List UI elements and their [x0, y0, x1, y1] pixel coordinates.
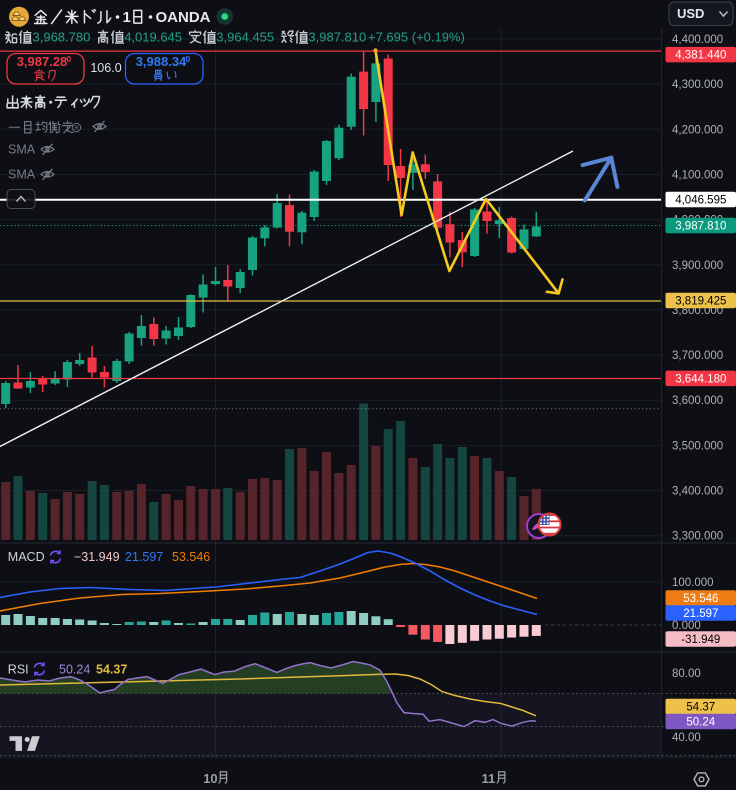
svg-text:0: 0: [186, 54, 191, 64]
svg-text:R: R: [74, 126, 79, 132]
svg-text:106.0: 106.0: [90, 61, 121, 75]
svg-text:MACD: MACD: [8, 550, 45, 564]
svg-text:54.37: 54.37: [686, 702, 715, 714]
svg-text:21.597: 21.597: [125, 550, 163, 564]
svg-text:3,987.810: 3,987.810: [675, 221, 726, 233]
svg-text:USD: USD: [677, 6, 704, 21]
svg-text:0.000: 0.000: [672, 620, 701, 632]
svg-text:54.37: 54.37: [96, 663, 127, 677]
svg-text:4,200.000: 4,200.000: [672, 124, 723, 136]
svg-text:11: 11: [482, 771, 496, 786]
svg-text:4,046.595: 4,046.595: [675, 195, 726, 207]
svg-text:4,300.000: 4,300.000: [672, 79, 723, 91]
svg-text:3,400.000: 3,400.000: [672, 486, 723, 498]
svg-text:53.546: 53.546: [683, 593, 718, 605]
svg-text:53.546: 53.546: [172, 550, 210, 564]
svg-text:50.24: 50.24: [686, 717, 715, 729]
svg-text:1: 1: [123, 9, 131, 26]
svg-text:4,381.440: 4,381.440: [675, 50, 726, 62]
svg-text:3,819.425: 3,819.425: [675, 296, 726, 308]
svg-text:3,600.000: 3,600.000: [672, 395, 723, 407]
svg-text:OANDA: OANDA: [156, 9, 211, 26]
svg-text:+7.695 (+0.19%): +7.695 (+0.19%): [368, 30, 465, 45]
svg-text:50.24: 50.24: [59, 663, 90, 677]
svg-text:3,987.28: 3,987.28: [17, 54, 68, 69]
svg-text:21.597: 21.597: [683, 608, 718, 620]
svg-text:3,964.455: 3,964.455: [216, 30, 274, 45]
svg-text:3,988.34: 3,988.34: [136, 54, 187, 69]
svg-text:3,700.000: 3,700.000: [672, 350, 723, 362]
svg-text:−31.949: −31.949: [74, 550, 120, 564]
svg-text:RSI: RSI: [8, 663, 29, 677]
svg-text:SMA: SMA: [8, 168, 36, 182]
svg-text:3,900.000: 3,900.000: [672, 260, 723, 272]
svg-text:4,100.000: 4,100.000: [672, 170, 723, 182]
svg-text:3,300.000: 3,300.000: [672, 531, 723, 543]
svg-text:SMA: SMA: [8, 143, 36, 157]
svg-text:0: 0: [67, 54, 72, 64]
svg-text:3,500.000: 3,500.000: [672, 440, 723, 452]
svg-text:4,400.000: 4,400.000: [672, 34, 723, 46]
svg-text:3,968.780: 3,968.780: [33, 30, 91, 45]
svg-text:80.00: 80.00: [672, 668, 701, 680]
svg-text:3,644.180: 3,644.180: [675, 373, 726, 385]
svg-text:100.000: 100.000: [672, 577, 714, 589]
svg-text:3,987.810: 3,987.810: [308, 30, 366, 45]
svg-text:-31.949: -31.949: [681, 634, 720, 646]
svg-text:40.00: 40.00: [672, 732, 701, 744]
svg-text:4,019.645: 4,019.645: [124, 30, 182, 45]
svg-text:10: 10: [203, 771, 217, 786]
